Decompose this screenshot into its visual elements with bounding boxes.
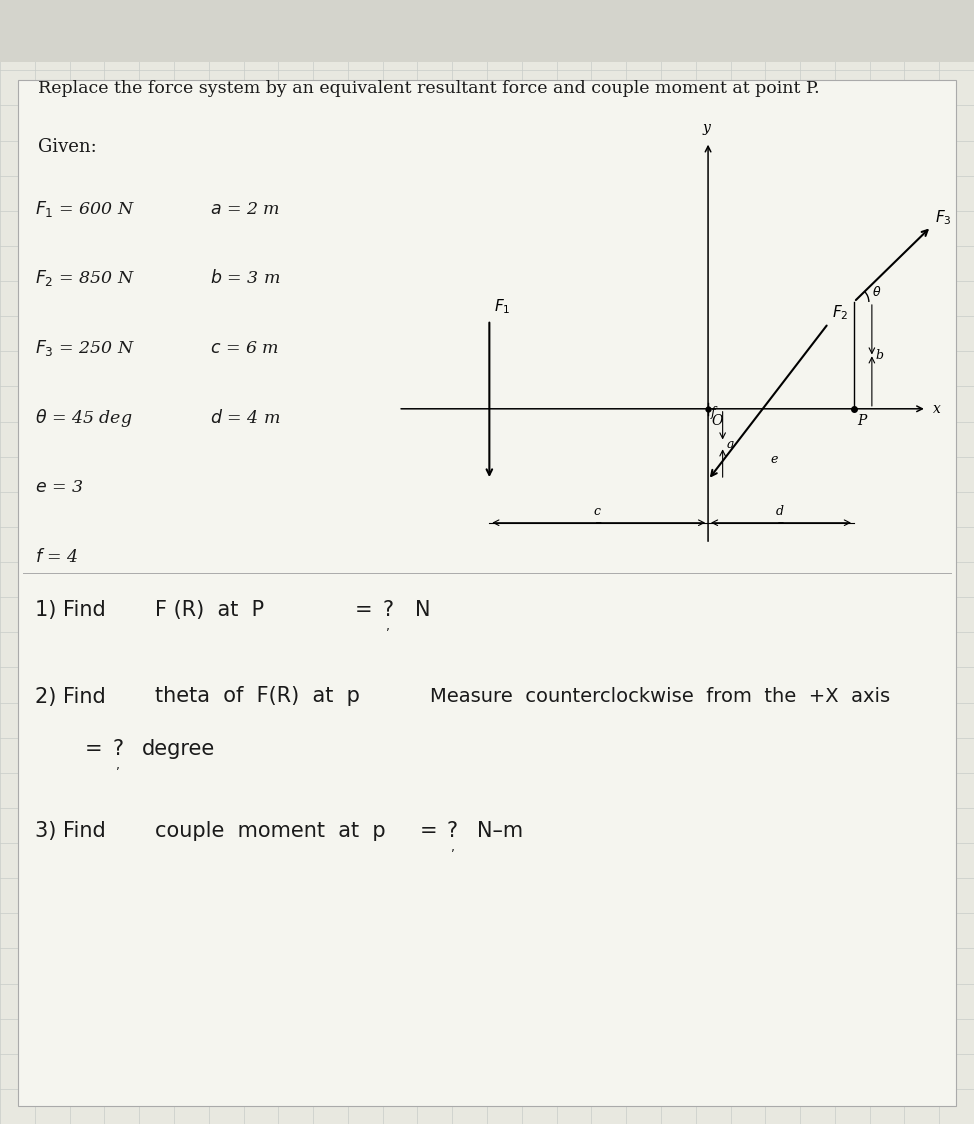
Text: x: x: [933, 401, 941, 416]
Text: =: =: [85, 740, 102, 760]
Text: Given:: Given:: [38, 138, 96, 156]
Text: $b$ = 3 m: $b$ = 3 m: [210, 270, 281, 288]
Bar: [0, 0, 974, 62]
Text: theta  of  F(R)  at  p: theta of F(R) at p: [155, 687, 359, 707]
Text: b: b: [876, 350, 883, 362]
Text: d: d: [776, 505, 784, 518]
Text: $e$ = 3: $e$ = 3: [35, 479, 84, 497]
Text: c: c: [594, 505, 601, 518]
Text: =: =: [355, 600, 373, 620]
Text: $F_2$ = 850 N: $F_2$ = 850 N: [35, 269, 135, 288]
Text: N: N: [415, 600, 431, 620]
Text: f: f: [710, 406, 715, 419]
Text: ,: ,: [116, 760, 120, 772]
Text: ,: ,: [451, 842, 455, 854]
Text: P: P: [857, 414, 866, 428]
Text: $d$ = 4 m: $d$ = 4 m: [210, 409, 281, 427]
Text: $c$ = 6 m: $c$ = 6 m: [210, 339, 279, 357]
Text: $\theta$ = 45 deg: $\theta$ = 45 deg: [35, 407, 132, 428]
Text: ,: ,: [386, 620, 390, 633]
Text: 1) Find: 1) Find: [35, 600, 106, 620]
Text: ?: ?: [382, 600, 393, 620]
Text: N–m: N–m: [477, 822, 523, 842]
Text: couple  moment  at  p: couple moment at p: [155, 822, 386, 842]
Text: $F_1$ = 600 N: $F_1$ = 600 N: [35, 199, 135, 218]
Text: $F_2$: $F_2$: [833, 303, 848, 323]
Text: O: O: [711, 414, 723, 428]
Text: ?: ?: [447, 822, 458, 842]
Text: e: e: [770, 453, 777, 466]
Text: 2) Find: 2) Find: [35, 687, 106, 707]
Text: 3) Find: 3) Find: [35, 822, 106, 842]
Text: degree: degree: [142, 740, 215, 760]
Text: $F_1$: $F_1$: [495, 298, 510, 317]
Text: F (R)  at  P: F (R) at P: [155, 600, 264, 620]
Text: $a$ = 2 m: $a$ = 2 m: [210, 200, 281, 218]
Text: $F_3$ = 250 N: $F_3$ = 250 N: [35, 338, 135, 357]
Text: Measure  counterclockwise  from  the  +X  axis: Measure counterclockwise from the +X axi…: [430, 688, 890, 707]
Text: $\theta$: $\theta$: [872, 285, 881, 299]
Text: $F_3$: $F_3$: [935, 208, 952, 227]
Text: a: a: [727, 438, 734, 452]
Text: =: =: [420, 822, 437, 842]
Text: Replace the force system by an equivalent resultant force and couple moment at p: Replace the force system by an equivalen…: [38, 80, 820, 98]
Text: ?: ?: [112, 740, 123, 760]
Text: $f$ = 4: $f$ = 4: [35, 549, 79, 566]
Text: y: y: [702, 120, 710, 135]
